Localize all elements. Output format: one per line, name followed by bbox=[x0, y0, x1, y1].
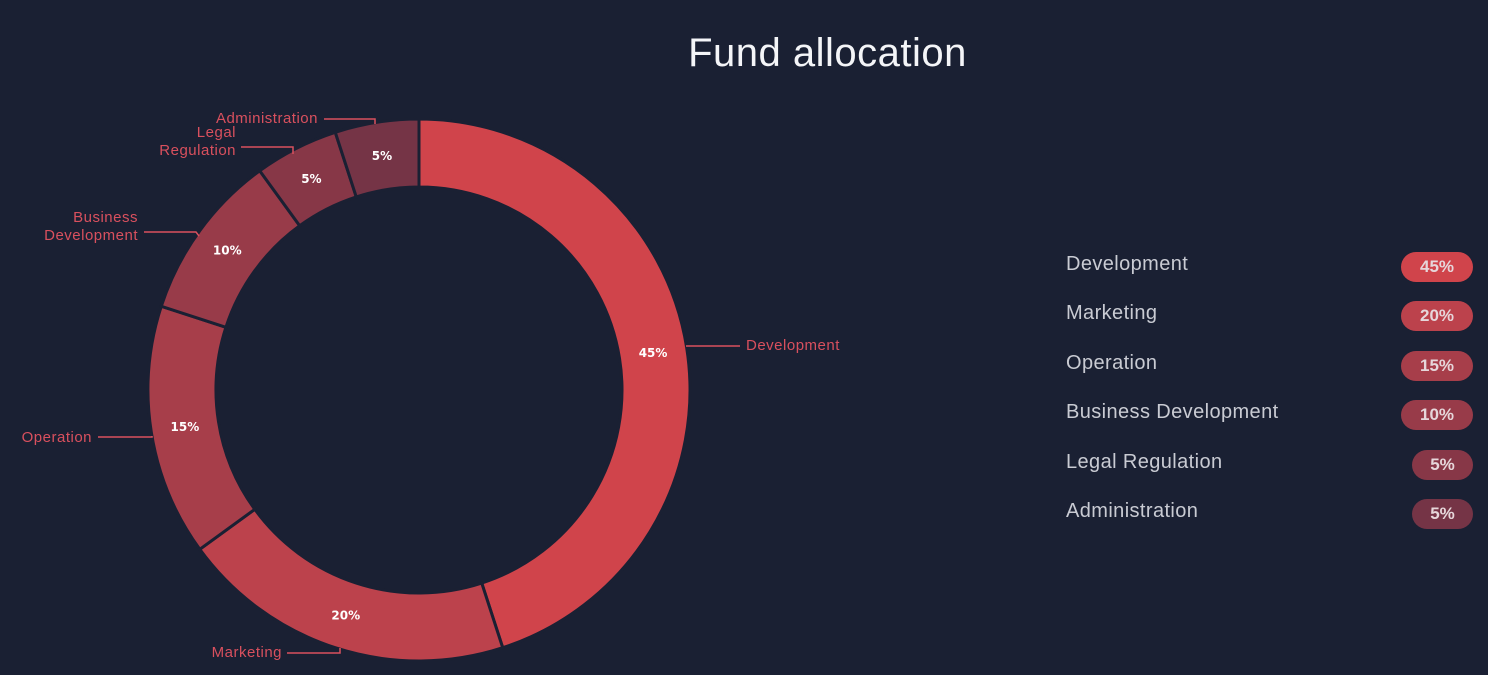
slice-value-label: 10% bbox=[213, 244, 242, 258]
slice-value-label: 20% bbox=[331, 608, 360, 622]
donut-slice-development bbox=[417, 117, 692, 650]
slice-value-label: 5% bbox=[372, 149, 392, 163]
legend-item: Administration 5% bbox=[1066, 498, 1473, 547]
legend-value-badge: 5% bbox=[1412, 498, 1473, 529]
legend-item: Business Development 10% bbox=[1066, 399, 1473, 448]
callout-label: Legal Regulation bbox=[159, 124, 236, 159]
legend-item: Legal Regulation 5% bbox=[1066, 449, 1473, 498]
legend-value-badge: 10% bbox=[1401, 400, 1473, 431]
callout-line bbox=[144, 231, 200, 237]
slice-value-label: 5% bbox=[301, 172, 321, 186]
legend-item: Marketing 20% bbox=[1066, 300, 1473, 349]
callout-label: Marketing bbox=[212, 644, 282, 661]
callout-label: Administration bbox=[216, 110, 318, 127]
legend-item: Development 45% bbox=[1066, 251, 1473, 300]
callout-label: Development bbox=[746, 337, 840, 354]
legend-label: Administration bbox=[1066, 499, 1199, 522]
legend-label: Marketing bbox=[1066, 302, 1158, 325]
donut-slice-administration bbox=[333, 117, 421, 199]
slice-value-label: 45% bbox=[639, 346, 668, 360]
legend-value-badge: 5% bbox=[1412, 449, 1473, 480]
legend-label: Development bbox=[1066, 253, 1189, 275]
callout-label: Operation bbox=[22, 429, 92, 446]
slice-value-label: 15% bbox=[171, 420, 200, 434]
legend-label: Legal Regulation bbox=[1066, 450, 1223, 473]
donut-slice-operation bbox=[146, 304, 257, 552]
legend-item: Operation 15% bbox=[1066, 350, 1473, 399]
callout-line bbox=[241, 146, 294, 154]
chart-title: Fund allocation bbox=[688, 30, 967, 75]
legend-value-badge: 20% bbox=[1401, 301, 1473, 332]
legend-label: Business Development bbox=[1066, 401, 1279, 424]
donut-chart: 45% Development 20% Marketing 15% Operation 10… bbox=[22, 110, 840, 663]
legend-label: Operation bbox=[1066, 351, 1158, 374]
callout-line bbox=[98, 436, 153, 438]
callout-line bbox=[287, 648, 341, 654]
donut-slice-marketing bbox=[197, 507, 505, 663]
legend: Development 45% Marketing 20% Operation … bbox=[1066, 251, 1473, 547]
legend-value-badge: 15% bbox=[1401, 350, 1473, 381]
callout-line bbox=[324, 118, 376, 124]
callout-label: Business Development bbox=[44, 209, 138, 244]
legend-value-badge: 45% bbox=[1401, 252, 1473, 282]
